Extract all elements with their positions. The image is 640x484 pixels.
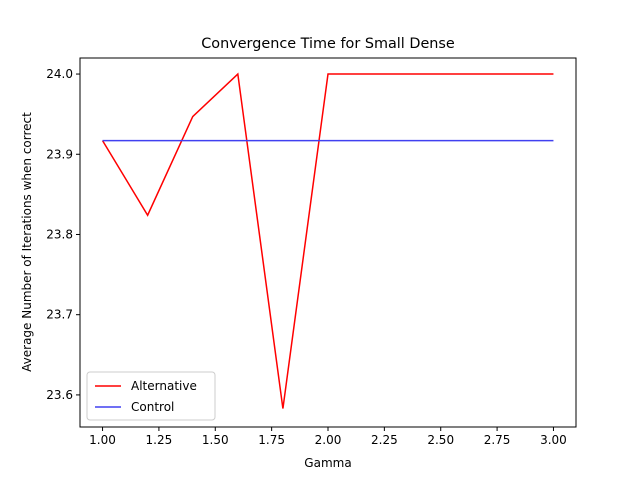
y-tick-label: 23.9 xyxy=(46,147,73,161)
series-line-alternative xyxy=(101,72,554,409)
legend: Alternative Control xyxy=(86,371,216,421)
x-tick-label: 2.50 xyxy=(427,433,454,447)
x-tick-label: 3.00 xyxy=(540,433,567,447)
x-axis-label: Gamma xyxy=(304,456,351,470)
x-tick-label: 1.25 xyxy=(146,433,173,447)
x-tick-label: 2.25 xyxy=(371,433,398,447)
y-axis-label: Average Number of Iterations when correc… xyxy=(20,112,34,372)
legend-label: Control xyxy=(131,400,174,414)
y-tick-label: 23.7 xyxy=(46,308,73,322)
x-tick-label: 2.75 xyxy=(484,433,511,447)
series-layer xyxy=(101,72,554,409)
y-axis-ticks: 23.6 23.7 23.8 23.9 24.0 xyxy=(46,67,80,402)
legend-label: Alternative xyxy=(131,379,197,393)
x-tick-label: 1.00 xyxy=(89,433,116,447)
x-tick-label: 2.00 xyxy=(315,433,342,447)
axes-frame xyxy=(79,57,577,428)
x-tick-label: 1.50 xyxy=(202,433,229,447)
y-tick-label: 23.6 xyxy=(46,388,73,402)
y-tick-label: 23.8 xyxy=(46,227,73,241)
x-tick-label: 1.75 xyxy=(258,433,285,447)
x-axis-ticks: 1.00 1.25 1.50 1.75 2.00 2.25 2.50 2.75 3.00 xyxy=(89,427,567,447)
chart-title: Convergence Time for Small Dense xyxy=(201,36,455,52)
legend-box xyxy=(86,371,216,421)
y-tick-label: 24.0 xyxy=(46,67,73,81)
